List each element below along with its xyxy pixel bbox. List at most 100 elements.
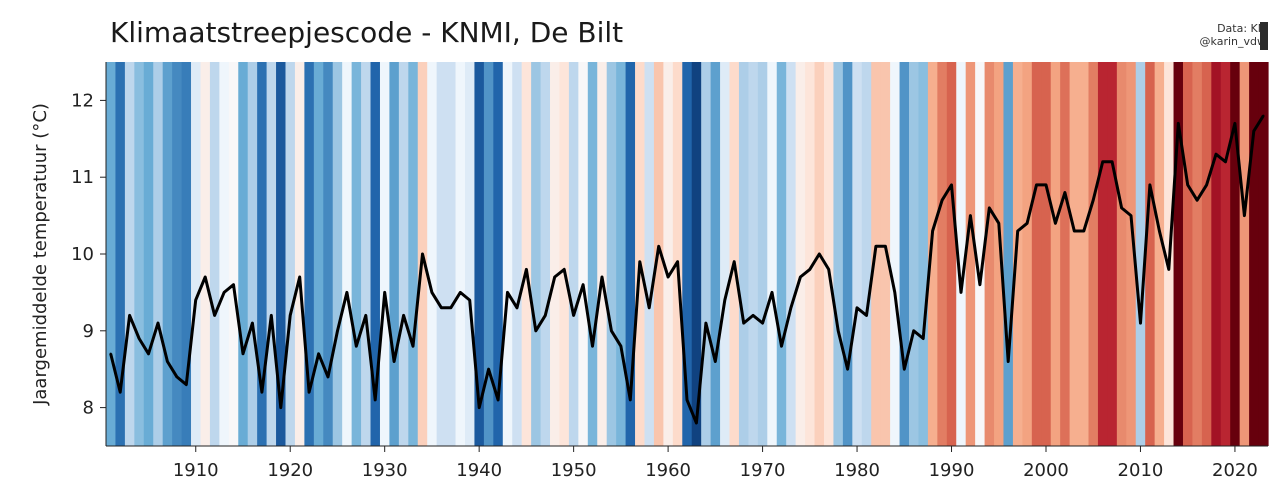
stripe-1948	[550, 62, 561, 446]
data-point-1991	[959, 291, 963, 294]
stripe-1963	[691, 62, 702, 446]
x-tick-label-1950: 1950	[551, 460, 597, 481]
data-point-1933	[411, 345, 415, 348]
stripe-1965	[710, 62, 721, 446]
data-point-1960	[666, 275, 670, 279]
data-point-1982	[874, 245, 878, 248]
credit-author: @karin_vdw	[1199, 35, 1266, 48]
stripe-1956	[625, 62, 636, 446]
data-point-1934	[421, 252, 424, 256]
data-point-2011	[1148, 183, 1152, 187]
data-point-2014	[1177, 122, 1180, 125]
data-point-1937	[449, 306, 452, 309]
data-point-1905	[147, 352, 150, 355]
data-point-1995	[997, 222, 1000, 225]
data-point-1921	[298, 275, 301, 279]
data-point-1969	[751, 314, 755, 317]
credit-source: Data: KN	[1217, 22, 1266, 35]
data-point-1997	[1016, 229, 1019, 233]
data-point-1998	[1025, 222, 1029, 225]
stripe-1971	[767, 62, 778, 446]
data-point-1947	[544, 314, 547, 317]
y-tick-label-11: 11	[71, 167, 94, 188]
stripe-1984	[890, 62, 901, 446]
stripe-1987	[918, 62, 929, 446]
data-point-1973	[789, 306, 793, 309]
stripe-1913	[219, 62, 230, 446]
stripe-1909	[181, 62, 192, 446]
stripe-1911	[200, 62, 211, 446]
stripe-1920	[285, 62, 296, 446]
x-tick-label-1940: 1940	[456, 460, 502, 481]
stripe-1940	[474, 62, 485, 446]
stripe-1915	[238, 62, 249, 446]
stripe-2019	[1220, 62, 1231, 446]
data-point-1907	[166, 360, 169, 363]
stripe-1988	[927, 62, 938, 446]
data-credit: Data: KN @karin_vdw	[1199, 22, 1268, 50]
data-point-1954	[610, 329, 613, 332]
data-point-1956	[629, 398, 632, 402]
stripe-2004	[1079, 62, 1090, 446]
y-tick-label-12: 12	[71, 90, 94, 111]
data-point-1920	[289, 314, 292, 317]
stripe-2010	[1135, 62, 1146, 446]
stripe-2022	[1249, 62, 1260, 446]
stripe-1928	[361, 62, 372, 446]
y-axis-ticks: 8 9 10 11 12	[71, 90, 106, 419]
y-tick-label-9: 9	[83, 321, 94, 342]
data-point-1945	[525, 268, 528, 271]
stripe-2017	[1201, 62, 1212, 446]
data-point-1928	[364, 314, 367, 317]
data-point-1903	[128, 314, 131, 317]
data-point-2003	[1073, 229, 1076, 233]
stripe-1941	[483, 62, 494, 446]
stripe-1968	[738, 62, 750, 446]
stripe-1964	[701, 62, 712, 446]
data-point-2017	[1205, 183, 1208, 187]
data-point-1932	[402, 314, 405, 317]
stripe-1953	[597, 62, 608, 446]
data-point-2012	[1158, 229, 1161, 233]
data-point-1912	[213, 314, 216, 317]
stripe-2015	[1182, 62, 1194, 446]
data-point-2000	[1044, 183, 1048, 187]
data-point-1908	[175, 375, 179, 379]
stripe-1947	[540, 62, 551, 446]
data-point-1901	[109, 352, 112, 355]
stripe-1977	[823, 62, 835, 446]
stripe-1945	[521, 62, 532, 446]
stripe-2003	[1069, 62, 1080, 446]
stripe-1903	[124, 62, 135, 446]
data-point-1936	[440, 306, 443, 309]
stripe-1972	[776, 62, 787, 446]
data-point-1961	[676, 260, 679, 263]
data-point-1989	[940, 199, 944, 202]
stripe-1954	[606, 62, 617, 446]
data-point-1931	[392, 360, 396, 363]
stripe-1902	[115, 62, 126, 446]
data-point-1968	[742, 321, 745, 325]
stripe-1946	[531, 62, 542, 446]
stripe-1951	[578, 62, 589, 446]
data-point-1994	[988, 206, 991, 210]
stripe-1933	[408, 62, 419, 446]
data-point-1999	[1035, 183, 1038, 187]
stripe-1937	[446, 62, 457, 446]
x-tick-label-1990: 1990	[929, 460, 975, 481]
stripe-1921	[294, 62, 305, 446]
stripe-1918	[266, 62, 277, 446]
stripe-2007	[1107, 62, 1118, 446]
data-point-2016	[1195, 199, 1199, 202]
stripe-1904	[134, 62, 145, 446]
data-point-1987	[922, 337, 925, 340]
data-point-1996	[1007, 360, 1010, 363]
stripe-1914	[228, 62, 239, 446]
data-point-1977	[827, 268, 830, 271]
y-axis-label: Jaargemiddelde temperatuur (°C)	[30, 103, 51, 406]
data-point-1990	[950, 183, 953, 187]
x-tick-label-2010: 2010	[1118, 460, 1164, 481]
stripe-1950	[568, 62, 579, 446]
data-point-1981	[865, 314, 868, 317]
